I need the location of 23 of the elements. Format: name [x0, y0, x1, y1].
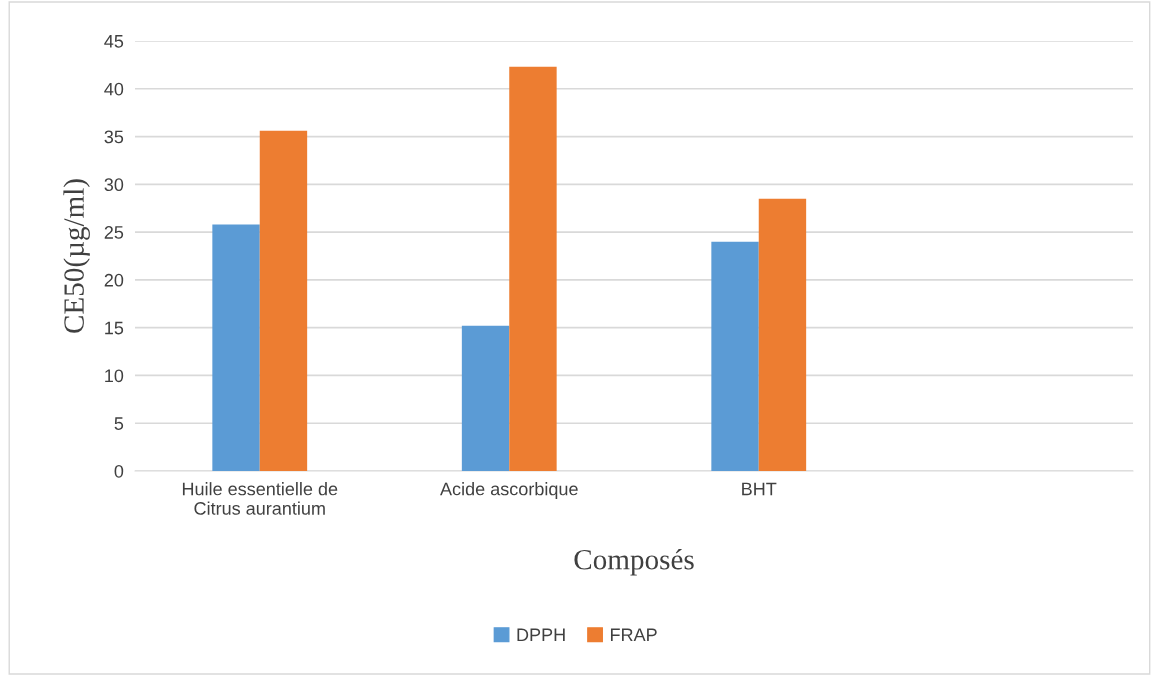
y-tick-label: 40 [104, 82, 124, 96]
y-tick-label: 15 [105, 321, 124, 335]
y-tick-label: 0 [114, 464, 124, 478]
y-tick-label: 25 [104, 226, 124, 239]
x-axis-title: Composés [574, 548, 694, 576]
x-tick-label: Huile essentielle de Citrus aurantium [182, 482, 338, 515]
bar [212, 224, 260, 471]
y-tick-label: 5 [114, 417, 124, 430]
x-tick-label: Acide ascorbique [440, 482, 578, 499]
bar [758, 198, 807, 471]
y-tick-label: 45 [104, 35, 124, 48]
bar [509, 66, 557, 471]
bar [461, 325, 510, 471]
x-tick-label: BHT [742, 482, 777, 496]
y-tick-label: 10 [105, 369, 124, 383]
legend-label: FRAP [610, 628, 657, 641]
bar [711, 241, 759, 471]
legend-label: DPPH [517, 628, 565, 641]
y-axis-title: CE50(µg/ml) [63, 179, 90, 333]
y-tick-label: 35 [104, 130, 124, 144]
y-tick-label: 30 [104, 178, 124, 192]
y-tick-label: 20 [104, 273, 124, 287]
bar [259, 130, 308, 471]
